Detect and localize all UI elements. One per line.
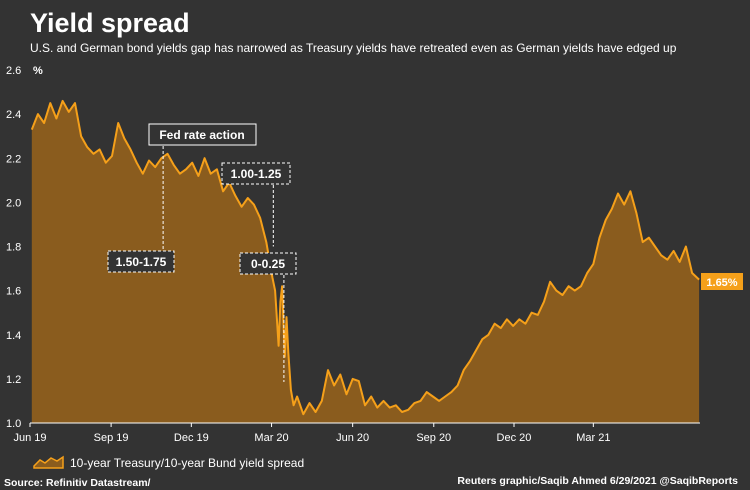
credit-note: Reuters graphic/Saqib Ahmed 6/29/2021 @S… — [457, 475, 738, 487]
y-tick-label: 2.0 — [6, 197, 21, 209]
chart-subtitle: U.S. and German bond yields gap has narr… — [30, 41, 677, 55]
y-tick-label: 1.6 — [6, 286, 21, 298]
annotation-label: 1.50-1.75 — [116, 255, 167, 269]
last-value-box — [701, 273, 743, 290]
y-tick-label: 1.8 — [6, 242, 21, 254]
fed-heading-text: Fed rate action — [159, 128, 244, 142]
annotation-label: 1.00-1.25 — [231, 167, 282, 181]
chart-title: Yield spread — [30, 8, 190, 38]
annotation-box — [221, 162, 291, 185]
annotation-label: 0-0.25 — [251, 257, 285, 271]
annotation-box — [107, 250, 175, 273]
source-note: Source: Refinitiv Datastream/ — [4, 477, 151, 489]
y-tick-label: 1.4 — [6, 330, 21, 342]
x-axis: Jun 19 Sep 19 Dec 19 Mar 20 Jun 20 Sep 20 Dec … — [13, 422, 700, 444]
x-tick-label: Mar 21 — [576, 432, 610, 444]
y-tick-label: 2.2 — [6, 153, 21, 165]
last-value-text: 1.65% — [706, 277, 737, 289]
fed-rate-annotations: Fed rate action 1.50-1.75 1.00-1.25 0-0.25 — [107, 123, 297, 382]
x-tick-label: Jun 20 — [336, 432, 369, 444]
legend-label: 10-year Treasury/10-year Bund yield spre… — [70, 456, 304, 470]
y-tick-label: 2.4 — [6, 109, 21, 121]
y-unit-label: % — [33, 65, 43, 77]
spread-line — [30, 99, 700, 416]
last-value-badge: 1.65% — [701, 273, 743, 290]
fed-heading-box — [148, 123, 257, 146]
x-tick-label: Dec 20 — [497, 432, 532, 444]
x-tick-label: Sep 20 — [416, 432, 451, 444]
y-tick-label: 1.0 — [6, 418, 21, 430]
x-tick-label: Mar 20 — [254, 432, 288, 444]
x-tick-label: Sep 19 — [94, 432, 129, 444]
y-tick-label: 1.2 — [6, 374, 21, 386]
spread-area — [31, 100, 700, 424]
y-tick-label: 2.6 — [6, 65, 21, 77]
legend: 10-year Treasury/10-year Bund yield spre… — [33, 455, 304, 470]
plot-area — [30, 99, 700, 424]
x-tick-label: Dec 19 — [174, 432, 209, 444]
x-tick-label: Jun 19 — [13, 432, 46, 444]
y-axis: 1.0 1.2 1.4 1.6 1.8 2.0 2.2 2.4 2.6 — [6, 65, 21, 430]
legend-swatch-icon — [33, 455, 64, 469]
annotation-box — [239, 252, 297, 275]
